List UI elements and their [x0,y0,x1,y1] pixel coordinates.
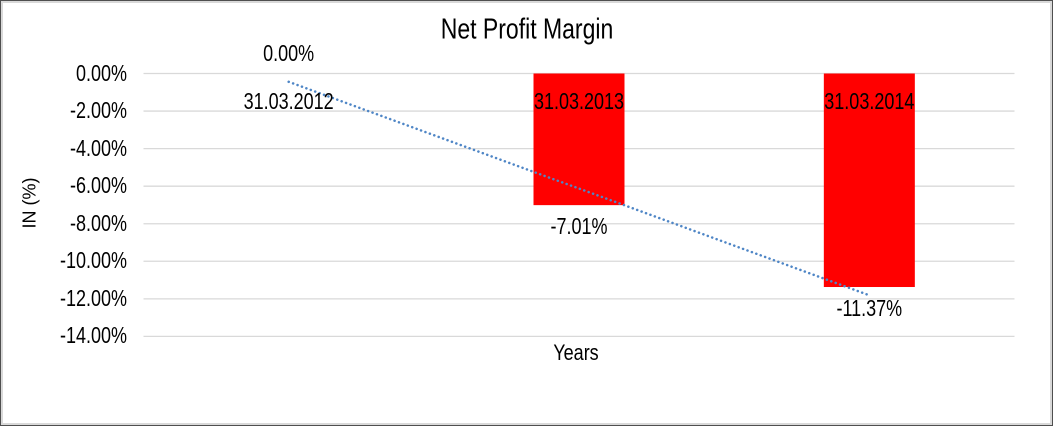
y-tick-label: -8.00% [69,210,127,237]
y-tick-label: -14.00% [59,322,127,349]
data-label: -7.01% [550,213,608,240]
bar [533,73,625,206]
y-tick-label: -10.00% [59,247,127,274]
data-label: 0.00% [263,39,315,66]
chart-title: Net Profit Margin [440,12,614,45]
y-tick-label: -2.00% [69,97,127,124]
data-label: -11.37% [836,295,903,322]
category-label: 31.03.2014 [824,88,915,115]
trendline [287,80,871,297]
y-tick-label: -4.00% [69,134,127,161]
y-tick-label: -12.00% [59,285,127,312]
bar [823,73,915,288]
category-label: 31.03.2012 [243,88,334,115]
y-tick-label: -6.00% [69,172,127,199]
x-axis-title: Years [553,339,599,365]
category-label: 31.03.2013 [533,88,625,115]
y-axis-title: IN (%) [19,177,40,229]
y-tick-label: 0.00% [75,59,127,86]
